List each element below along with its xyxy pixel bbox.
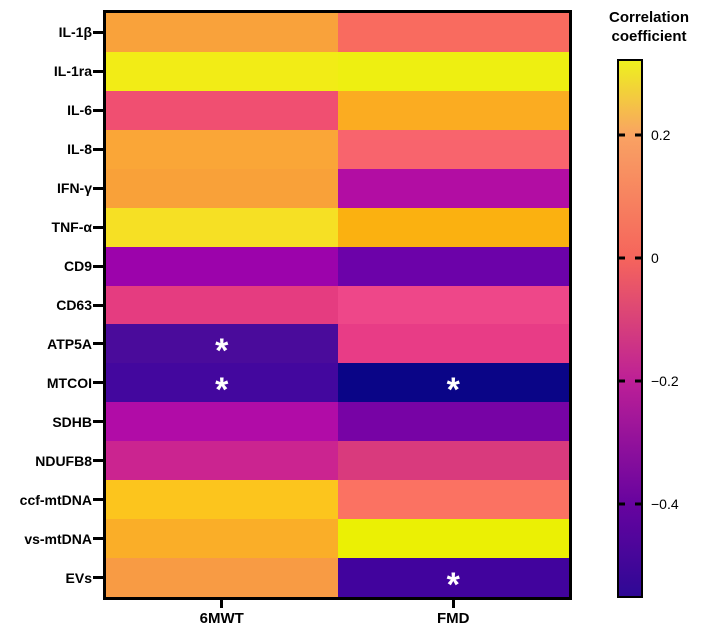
row-tick xyxy=(93,69,104,73)
row-label-ccf-mtdna: ccf-mtDNA xyxy=(19,491,92,508)
row-tick xyxy=(93,381,104,385)
colorbar-title-line1: Correlation xyxy=(608,9,689,26)
heatmap-cell xyxy=(106,246,338,286)
colorbar-tick xyxy=(635,133,641,137)
significance-asterisk: * xyxy=(215,370,229,409)
row-label-cd9: CD9 xyxy=(63,258,92,275)
heatmap-cell xyxy=(106,558,338,597)
heatmap-cell xyxy=(106,90,338,130)
row-tick xyxy=(93,147,104,151)
column-label-6mwt: 6MWT xyxy=(199,610,244,627)
row-label-atp5a: ATP5A xyxy=(47,335,92,352)
row-tick xyxy=(93,225,104,229)
colorbar-tick xyxy=(619,502,625,506)
row-label-cd63: CD63 xyxy=(56,297,92,313)
row-tick xyxy=(93,342,104,346)
heatmap-cell xyxy=(106,285,338,325)
significance-asterisk: * xyxy=(446,370,460,409)
heatmap-cell xyxy=(337,129,569,169)
heatmap-cell xyxy=(337,207,569,247)
colorbar-tick xyxy=(619,133,625,137)
row-tick xyxy=(93,459,104,463)
row-tick xyxy=(93,303,104,307)
heatmap-cell xyxy=(337,402,569,442)
heatmap-cell xyxy=(106,168,338,208)
row-tick xyxy=(93,420,104,424)
row-tick xyxy=(93,498,104,502)
heatmap-cell xyxy=(106,51,338,91)
row-label-il-1-: IL-1β xyxy=(58,24,92,41)
colorbar-tick xyxy=(635,379,641,383)
heatmap-cell: * xyxy=(106,324,338,370)
heatmap-cell xyxy=(337,324,569,364)
row-label-mtcoi: MTCOI xyxy=(46,374,92,391)
row-label-il-1ra: IL-1ra xyxy=(53,63,92,80)
colorbar-tick xyxy=(619,256,625,260)
row-tick xyxy=(93,30,104,34)
row-tick xyxy=(93,576,104,580)
heatmap-cell xyxy=(106,207,338,247)
heatmap-grid: * * * * xyxy=(103,10,572,604)
significance-asterisk: * xyxy=(446,565,460,604)
row-label-evs: EVs xyxy=(65,569,92,586)
heatmap-cell xyxy=(337,51,569,91)
heatmap-cell xyxy=(337,90,569,130)
colorbar-tick xyxy=(635,256,641,260)
heatmap-cell xyxy=(337,519,569,559)
heatmap-cell xyxy=(337,285,569,325)
row-label-sdhb: SDHB xyxy=(52,413,92,430)
colorbar-tick-label: −0.4 xyxy=(651,495,679,512)
column-label-fmd: FMD xyxy=(437,610,470,627)
heatmap-cell xyxy=(106,402,338,442)
heatmap-cell xyxy=(337,246,569,286)
colorbar-tick-label: 0 xyxy=(651,249,659,266)
heatmap-cell xyxy=(337,480,569,520)
colorbar-tick-label: −0.2 xyxy=(651,372,679,389)
colorbar-tick xyxy=(619,379,625,383)
colorbar-title-line2: coefficient xyxy=(611,28,687,45)
column-tick xyxy=(220,599,224,608)
heatmap-cell: * xyxy=(337,558,569,604)
colorbar-title: Correlation coefficient xyxy=(584,8,711,46)
row-label-vs-mtdna: vs-mtDNA xyxy=(24,530,92,547)
row-tick xyxy=(93,537,104,541)
colorbar-tick xyxy=(635,502,641,506)
colorbar-gradient xyxy=(617,59,643,598)
row-label-il-6: IL-6 xyxy=(67,102,92,119)
colorbar-tick-label: 0.2 xyxy=(651,126,671,143)
heatmap-cell xyxy=(337,13,569,52)
heatmap-cell xyxy=(106,441,338,481)
heatmap-cell xyxy=(106,480,338,520)
row-tick xyxy=(93,186,104,190)
heatmap-cell: * xyxy=(337,363,569,409)
row-tick xyxy=(93,108,104,112)
heatmap-cell xyxy=(106,129,338,169)
heatmap-cell xyxy=(106,13,338,52)
column-tick xyxy=(451,599,455,608)
row-label-tnf-: TNF-α xyxy=(51,219,92,236)
row-label-ifn-: IFN-γ xyxy=(57,180,92,197)
row-tick xyxy=(93,264,104,268)
significance-asterisk: * xyxy=(215,331,229,370)
heatmap-cell xyxy=(337,168,569,208)
heatmap-cell xyxy=(337,441,569,481)
row-label-ndufb8: NDUFB8 xyxy=(35,452,92,469)
heatmap-cell xyxy=(106,519,338,559)
heatmap-cell: * xyxy=(106,363,338,409)
row-label-il-8: IL-8 xyxy=(67,141,92,158)
